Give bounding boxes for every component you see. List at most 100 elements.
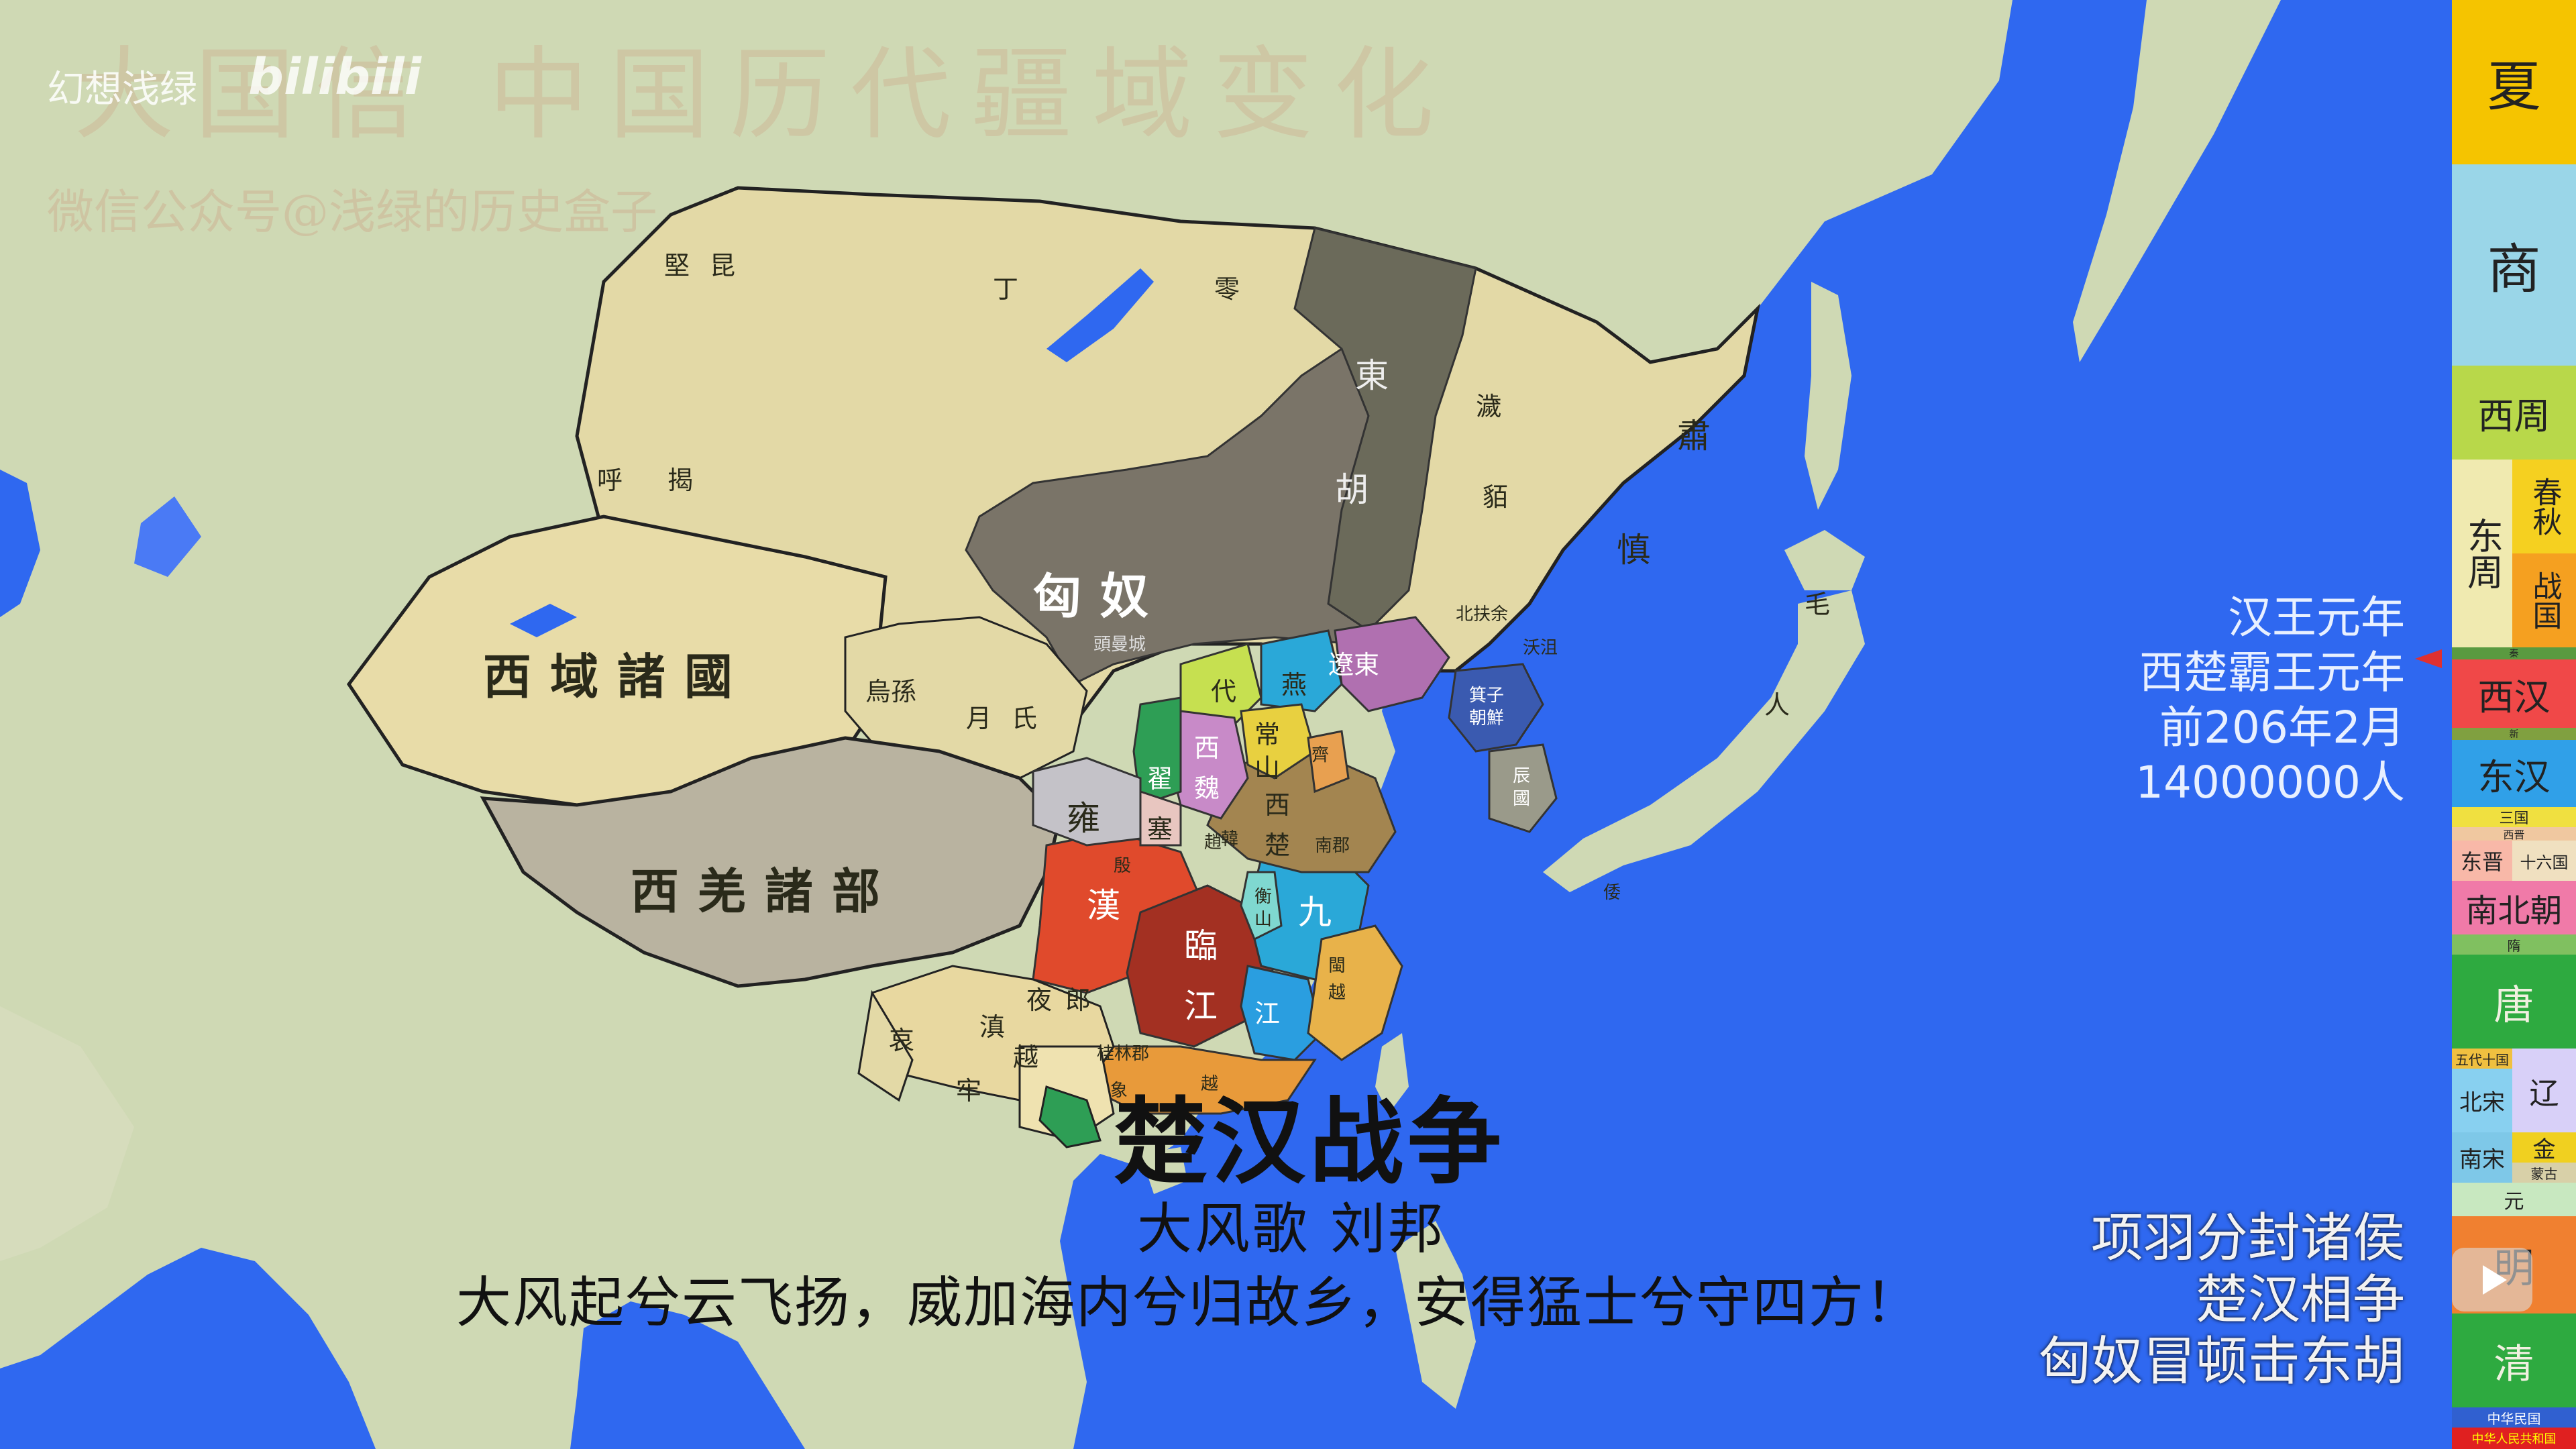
- timeline-marker-icon: [2415, 649, 2442, 668]
- era-name-han: 汉王元年: [2228, 592, 2405, 643]
- timeline-yuan[interactable]: 元: [2452, 1183, 2576, 1216]
- label-sai: 塞: [1147, 814, 1173, 844]
- label-jiang: 江: [1254, 999, 1281, 1028]
- timeline-beisong[interactable]: 北宋: [2452, 1069, 2512, 1132]
- timeline-qing[interactable]: 清: [2452, 1313, 2576, 1407]
- event-line-2: 楚汉相争: [2195, 1270, 2405, 1330]
- label-dingling-2: 零: [1214, 274, 1240, 304]
- timeline-sanguo[interactable]: 三国: [2452, 807, 2576, 827]
- timeline-liao[interactable]: 辽: [2512, 1049, 2576, 1132]
- label-small-2: 沃沮: [1523, 638, 1558, 658]
- label-small-8: 南郡: [1315, 836, 1350, 856]
- label-liaodong: 遼東: [1328, 650, 1380, 680]
- timeline-nanbeichao[interactable]: 南北朝: [2452, 881, 2576, 934]
- event-line-1: 项羽分封诸侯: [2090, 1208, 2405, 1269]
- label-weimo-2: 貊: [1483, 482, 1509, 512]
- timeline-chunqiu[interactable]: 春秋: [2512, 460, 2576, 553]
- region-yan: [1260, 629, 1343, 712]
- label-minyue: 閩越: [1328, 956, 1346, 1003]
- aral-sea: [134, 496, 201, 577]
- label-guilin: 桂林郡: [1097, 1044, 1150, 1064]
- timeline-tang[interactable]: 唐: [2452, 955, 2576, 1049]
- label-yelang: 夜郎: [1026, 985, 1105, 1015]
- landmass-west: [0, 1006, 134, 1261]
- date-label: 前206年2月: [2159, 702, 2405, 753]
- label-dai: 代: [1211, 677, 1237, 706]
- sakhalin: [1805, 282, 1851, 510]
- region-hengshan: [1240, 871, 1283, 941]
- timeline-donghan[interactable]: 东汉: [2452, 740, 2576, 807]
- events-list: 项羽分封诸侯 楚汉相争 匈奴冒顿击东胡: [2039, 1208, 2405, 1393]
- region-changshan: [1240, 703, 1316, 780]
- label-hujie-2: 揭: [667, 466, 694, 495]
- event-title: 楚汉战争: [1114, 1087, 1506, 1197]
- lake-baikal: [1046, 268, 1154, 362]
- bilibili-logo: bilibili: [248, 48, 422, 106]
- watermark-title: 大国信 中国历代疆域变化: [74, 37, 1454, 154]
- label-donghu-1: 東: [1355, 356, 1389, 395]
- poem-title: 大风歌 刘邦: [1137, 1197, 1446, 1261]
- label-xiqiang: 西羌諸部: [631, 863, 900, 920]
- label-small-1: 北扶余: [1456, 604, 1509, 625]
- label-small-6: 韓: [1221, 829, 1239, 849]
- label-ailao: 哀: [889, 1026, 915, 1055]
- label-jizi: 箕子朝鮮: [1469, 686, 1505, 729]
- date-info: 汉王元年 西楚霸王元年 前206年2月 14000000人: [2135, 590, 2405, 810]
- era-name-chu: 西楚霸王元年: [2139, 647, 2405, 698]
- timeline-shang[interactable]: 商: [2452, 164, 2576, 366]
- dynasty-timeline: 夏 商 西周 东周 春秋 战国 秦 西汉 新 东汉 三国 西晋 东晋 十六国 南…: [2452, 0, 2576, 1449]
- lake-balkhash: [510, 604, 577, 637]
- timeline-prc[interactable]: 中华人民共和国: [2452, 1428, 2576, 1449]
- region-green-south: [1038, 1085, 1102, 1148]
- label-dian: 滇: [979, 1012, 1006, 1042]
- label-touman: 頭曼城: [1093, 635, 1146, 655]
- timeline-xihan[interactable]: 西汉: [2452, 659, 2576, 728]
- timeline-xin[interactable]: 新: [2452, 728, 2576, 740]
- timeline-dongzhou[interactable]: 东周: [2452, 460, 2512, 647]
- label-yue: 越: [1013, 1042, 1039, 1072]
- timeline-zhanguo[interactable]: 战国: [2512, 553, 2576, 647]
- timeline-xizhou[interactable]: 西周: [2452, 366, 2576, 460]
- kamchatka: [2073, 0, 2281, 362]
- play-button-icon[interactable]: [2452, 1248, 2532, 1311]
- timeline-dongjin[interactable]: 东晋: [2452, 841, 2512, 881]
- label-wusun: 烏孫: [865, 677, 917, 706]
- timeline-sui[interactable]: 隋: [2452, 934, 2576, 955]
- timeline-jin[interactable]: 金: [2512, 1132, 2576, 1163]
- label-dingling-1: 丁: [993, 274, 1019, 304]
- label-jiujiang: 九: [1298, 893, 1332, 932]
- timeline-xijin[interactable]: 西晋: [2452, 827, 2576, 841]
- region-xiyu: [346, 515, 888, 807]
- label-mao: 毛: [1805, 590, 1831, 619]
- region-qi: [1307, 730, 1350, 794]
- watermark-subtitle: 微信公众号@浅绿的历史盒子: [47, 184, 657, 239]
- label-jiankun: 堅昆: [664, 251, 756, 280]
- region-jizi: [1448, 663, 1544, 753]
- label-xiyu: 西域諸國: [483, 648, 752, 705]
- timeline-minguo[interactable]: 中华民国: [2452, 1407, 2576, 1428]
- label-xiang: 象: [1110, 1081, 1128, 1101]
- region-xiqiang: [480, 736, 1062, 988]
- timeline-nansong[interactable]: 南宋: [2452, 1132, 2512, 1183]
- author-name: 幻想浅绿: [47, 68, 197, 111]
- timeline-xia[interactable]: 夏: [2452, 0, 2576, 164]
- taiwan: [1375, 1033, 1409, 1114]
- label-zhai: 翟: [1147, 764, 1173, 794]
- timeline-wudai[interactable]: 五代十国: [2452, 1049, 2512, 1069]
- label-yuezhi: 月氏: [966, 704, 1058, 733]
- caspian: [0, 470, 40, 617]
- label-sushen-2: 慎: [1617, 531, 1650, 570]
- label-yan: 燕: [1281, 670, 1307, 700]
- hainan: [1140, 1147, 1187, 1194]
- timeline-menggu[interactable]: 蒙古: [2512, 1163, 2576, 1183]
- label-small-3: 倭: [1603, 883, 1621, 903]
- label-yong: 雍: [1067, 799, 1100, 838]
- label-han: 漢: [1087, 886, 1120, 925]
- region-ailao: [857, 989, 914, 1102]
- label-lao: 牢: [956, 1076, 982, 1106]
- label-xiwei: 西魏: [1194, 733, 1220, 803]
- timeline-qin[interactable]: 秦: [2452, 647, 2576, 659]
- timeline-shiliuguo[interactable]: 十六国: [2512, 841, 2576, 881]
- region-liaodong: [1334, 616, 1450, 712]
